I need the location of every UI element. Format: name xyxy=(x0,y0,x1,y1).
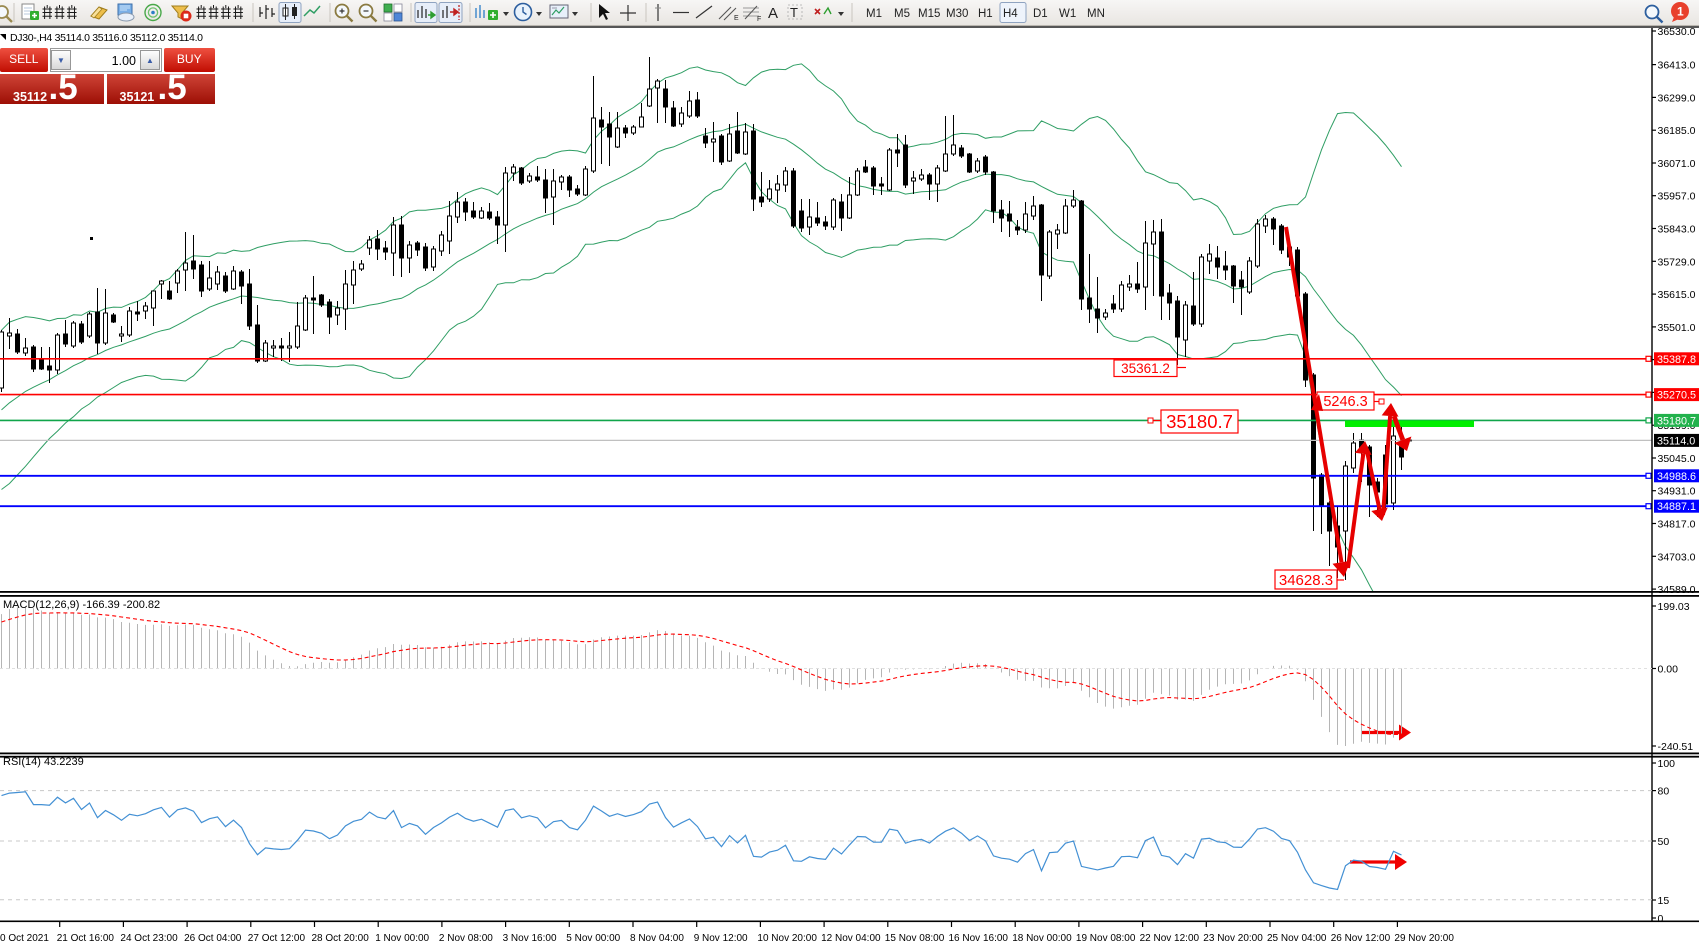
svg-text:3 Nov 16:00: 3 Nov 16:00 xyxy=(503,933,557,944)
svg-text:35114.0: 35114.0 xyxy=(1657,435,1695,447)
svg-text:0.00: 0.00 xyxy=(1658,664,1679,676)
svg-text:36185.0: 36185.0 xyxy=(1658,125,1696,137)
svg-text:27 Oct 12:00: 27 Oct 12:00 xyxy=(248,933,306,944)
svg-text:D1: D1 xyxy=(1033,8,1048,20)
svg-text:35180.7: 35180.7 xyxy=(1166,411,1233,432)
svg-text:12 Nov 04:00: 12 Nov 04:00 xyxy=(821,933,881,944)
svg-text:M30: M30 xyxy=(946,8,968,20)
svg-text:E: E xyxy=(734,15,739,22)
svg-text:35957.0: 35957.0 xyxy=(1658,191,1696,203)
svg-text:34887.1: 34887.1 xyxy=(1657,501,1696,513)
svg-text:36299.0: 36299.0 xyxy=(1658,92,1696,104)
svg-text:15 Nov 08:00: 15 Nov 08:00 xyxy=(885,933,945,944)
svg-text:34817.0: 34817.0 xyxy=(1658,519,1696,531)
svg-text:100: 100 xyxy=(1658,758,1676,770)
svg-text:0 Oct 2021: 0 Oct 2021 xyxy=(0,933,49,944)
svg-text:21 Oct 16:00: 21 Oct 16:00 xyxy=(57,933,115,944)
svg-text:36530.0: 36530.0 xyxy=(1658,26,1696,38)
svg-text:35361.2: 35361.2 xyxy=(1121,361,1170,376)
svg-text:15: 15 xyxy=(1658,895,1670,907)
svg-text:2 Nov 08:00: 2 Nov 08:00 xyxy=(439,933,493,944)
svg-text:50: 50 xyxy=(1658,836,1670,848)
svg-text:29 Nov 20:00: 29 Nov 20:00 xyxy=(1394,933,1454,944)
svg-text:34931.0: 34931.0 xyxy=(1658,486,1696,498)
svg-text:34988.6: 34988.6 xyxy=(1657,471,1696,483)
svg-text:A: A xyxy=(768,5,778,22)
svg-text:35615.0: 35615.0 xyxy=(1658,289,1696,301)
svg-text:RSI(14) 43.2239: RSI(14) 43.2239 xyxy=(3,756,84,768)
svg-text:1: 1 xyxy=(1677,5,1684,19)
svg-text:35729.0: 35729.0 xyxy=(1658,256,1696,268)
svg-text:24 Oct 23:00: 24 Oct 23:00 xyxy=(120,933,178,944)
svg-text:35180.7: 35180.7 xyxy=(1657,415,1696,427)
svg-text:DJ30-,H4 35114.0 35116.0 3511: DJ30-,H4 35114.0 35116.0 35112.0 35114.0 xyxy=(10,32,203,44)
svg-text:34589.0: 34589.0 xyxy=(1658,584,1696,596)
svg-text:34628.3: 34628.3 xyxy=(1279,572,1333,589)
svg-text:T: T xyxy=(790,5,798,20)
svg-text:5 Nov 00:00: 5 Nov 00:00 xyxy=(566,933,620,944)
svg-text:26 Nov 12:00: 26 Nov 12:00 xyxy=(1331,933,1391,944)
svg-text:M1: M1 xyxy=(866,8,882,20)
svg-text:10 Nov 20:00: 10 Nov 20:00 xyxy=(757,933,817,944)
svg-text:199.03: 199.03 xyxy=(1658,601,1690,613)
svg-text:23 Nov 20:00: 23 Nov 20:00 xyxy=(1203,933,1263,944)
svg-text:-240.51: -240.51 xyxy=(1658,741,1694,753)
svg-text:18 Nov 00:00: 18 Nov 00:00 xyxy=(1012,933,1072,944)
svg-text:H1: H1 xyxy=(978,8,993,20)
svg-text:M5: M5 xyxy=(894,8,910,20)
svg-text:MN: MN xyxy=(1087,8,1105,20)
svg-text:34703.0: 34703.0 xyxy=(1658,551,1696,563)
svg-text:9 Nov 12:00: 9 Nov 12:00 xyxy=(694,933,748,944)
svg-text:0: 0 xyxy=(1658,913,1664,925)
svg-text:35501.0: 35501.0 xyxy=(1658,322,1696,334)
svg-text:W1: W1 xyxy=(1059,8,1076,20)
svg-text:MACD(12,26,9) -166.39 -200.82: MACD(12,26,9) -166.39 -200.82 xyxy=(3,599,160,611)
svg-text:35387.8: 35387.8 xyxy=(1657,354,1696,366)
svg-text:22 Nov 12:00: 22 Nov 12:00 xyxy=(1140,933,1200,944)
svg-text:35843.0: 35843.0 xyxy=(1658,224,1696,236)
svg-text:5246.3: 5246.3 xyxy=(1323,394,1367,410)
svg-text:25 Nov 04:00: 25 Nov 04:00 xyxy=(1267,933,1327,944)
svg-text:8 Nov 04:00: 8 Nov 04:00 xyxy=(630,933,684,944)
svg-text:M15: M15 xyxy=(918,8,940,20)
svg-text:36071.0: 36071.0 xyxy=(1658,158,1696,170)
svg-text:35045.0: 35045.0 xyxy=(1658,453,1696,465)
svg-text:80: 80 xyxy=(1658,786,1670,798)
svg-text:F: F xyxy=(757,16,761,23)
svg-text:28 Oct 20:00: 28 Oct 20:00 xyxy=(312,933,370,944)
svg-text:1 Nov 00:00: 1 Nov 00:00 xyxy=(375,933,429,944)
svg-text:19 Nov 08:00: 19 Nov 08:00 xyxy=(1076,933,1136,944)
svg-text:H4: H4 xyxy=(1003,8,1018,20)
svg-text:36413.0: 36413.0 xyxy=(1658,60,1696,72)
svg-text:35270.5: 35270.5 xyxy=(1657,390,1696,402)
svg-text:16 Nov 16:00: 16 Nov 16:00 xyxy=(949,933,1009,944)
svg-text:26 Oct 04:00: 26 Oct 04:00 xyxy=(184,933,242,944)
